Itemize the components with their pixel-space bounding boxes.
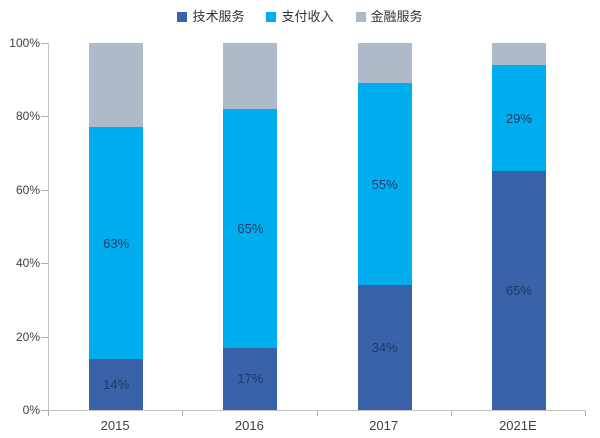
y-axis-tick-label: 20% [15,329,40,344]
bar-value-label: 34% [371,340,398,356]
y-axis-tick-label: 80% [15,109,40,124]
legend-swatch-financial-services [355,11,366,22]
bar-segment-2021E-series-0: 65% [491,171,546,410]
bar-value-label: 17% [237,371,264,387]
bar-segment-2016-series-2 [223,43,278,110]
bar-value-label: 65% [505,283,532,299]
y-axis-tick-label: 100% [9,36,40,50]
legend-swatch-tech-services [177,11,188,22]
bar-segment-2017-series-1: 55% [357,83,412,286]
bar-slot-2016: 17% 65% [183,43,317,410]
x-axis-tick [182,411,184,416]
x-axis-tick [316,411,318,416]
y-axis-tick [41,116,48,118]
legend-item-financial-services: 金融服务 [355,9,423,24]
y-axis-tick [41,43,48,44]
x-axis-tick [48,411,49,416]
legend-label: 技术服务 [192,9,245,24]
bar-value-label: 29% [505,110,532,126]
x-axis-category-label: 2021E [499,418,537,433]
bar-segment-2021E-series-2 [491,43,546,66]
bar-slot-2021E: 65% 29% [452,43,586,410]
y-axis-tick [41,410,48,411]
x-axis-category-label: 2016 [234,418,264,433]
bar-segment-2017-series-2 [357,43,412,84]
y-axis-tick [41,336,48,338]
bar-value-label: 55% [371,176,398,192]
bar-segment-2015-series-2 [89,43,144,128]
stacked-bar-2015: 14% 63% [89,43,144,410]
plot-area: 14% 63% 17% 65% 34% 55% 65% 29% [48,43,586,411]
legend-swatch-payment-income [266,11,277,22]
stacked-bar-2017: 34% 55% [357,43,412,410]
bar-slot-2017: 34% 55% [318,43,452,410]
x-axis-tick [450,411,452,416]
bar-segment-2016-series-1: 65% [223,109,278,348]
legend-item-payment-income: 支付收入 [266,9,334,24]
legend-item-tech-services: 技术服务 [177,10,244,23]
legend-label: 支付收入 [281,9,334,24]
bar-segment-2015-series-0: 14% [89,358,144,410]
x-axis-category-label: 2015 [100,418,130,433]
bar-segment-2021E-series-1: 29% [491,65,546,172]
y-axis-tick-label: 0% [22,403,40,417]
y-axis-tick [41,263,48,265]
y-axis-tick-label: 60% [15,182,40,197]
bar-segment-2016-series-0: 17% [223,347,278,410]
bar-value-label: 63% [103,235,130,251]
y-axis-tick [41,189,48,191]
bar-value-label: 14% [103,376,130,392]
x-axis-category-label: 2017 [369,418,399,433]
chart-legend: 技术服务 支付收入 金融服务 [0,10,600,23]
y-axis-tick-label: 40% [15,256,40,271]
stacked-bar-2016: 17% 65% [223,43,278,410]
x-axis-tick [585,411,586,416]
bar-value-label: 65% [237,220,264,236]
bar-segment-2017-series-0: 34% [357,285,412,410]
stacked-bar-2021E: 65% 29% [491,43,546,410]
legend-label: 金融服务 [370,9,423,24]
bar-slot-2015: 14% 63% [49,43,183,410]
bar-segment-2015-series-1: 63% [89,127,144,359]
